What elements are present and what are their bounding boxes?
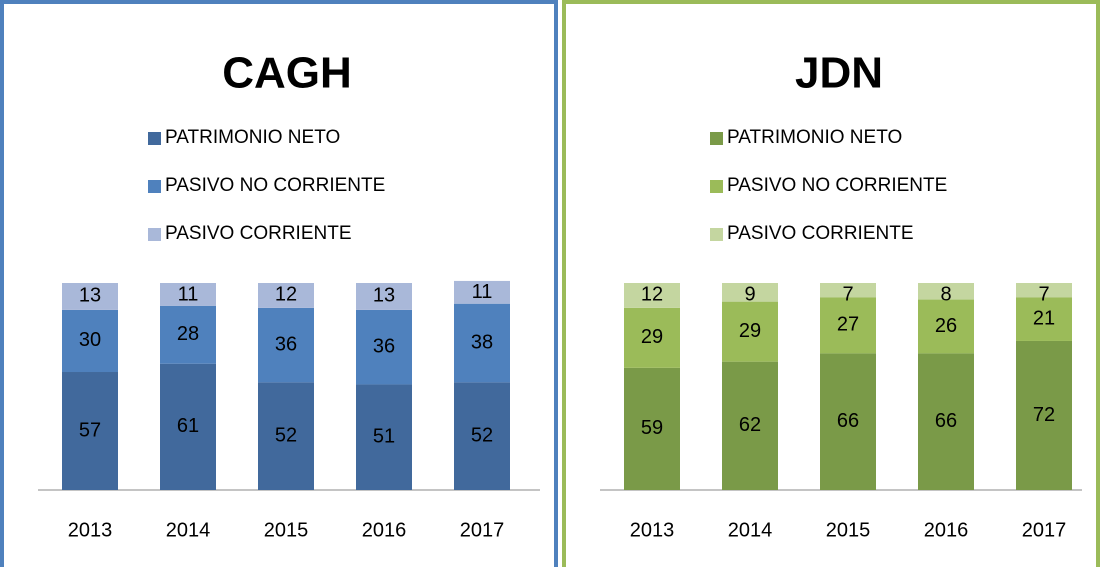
bar-segment	[454, 382, 510, 490]
data-label: 11	[472, 281, 493, 303]
bar-segment	[258, 382, 314, 490]
data-label: 57	[79, 419, 101, 441]
legend-label: PASIVO NO CORRIENTE	[165, 175, 385, 196]
bar-segment	[62, 309, 118, 373]
bar-segment	[160, 283, 216, 306]
x-tick-label: 2015	[264, 519, 309, 541]
legend-swatch	[710, 132, 723, 145]
data-label: 27	[837, 314, 859, 336]
bar-segment	[722, 301, 778, 362]
data-label: 52	[471, 424, 493, 446]
x-tick-label: 2017	[460, 519, 505, 541]
data-label: 36	[275, 333, 297, 355]
x-tick-label: 2017	[1022, 519, 1067, 541]
legend-label: PATRIMONIO NETO	[727, 127, 902, 148]
chart-title: JDN	[795, 49, 883, 98]
data-label: 12	[641, 284, 663, 306]
legend-swatch	[148, 132, 161, 145]
bar-segment	[160, 305, 216, 364]
bar-segment	[356, 309, 412, 385]
data-label: 66	[935, 410, 957, 432]
legend-swatch	[710, 180, 723, 193]
legend-label: PASIVO CORRIENTE	[727, 223, 914, 244]
bar-segment	[62, 283, 118, 310]
bar-segment	[1016, 283, 1072, 298]
bar-segment	[258, 283, 314, 308]
data-label: 11	[178, 283, 199, 305]
data-label: 61	[177, 415, 199, 437]
bar-segment	[722, 361, 778, 490]
legend-label: PASIVO CORRIENTE	[165, 223, 352, 244]
data-label: 12	[275, 284, 297, 306]
bar-segment	[356, 384, 412, 490]
data-label: 7	[842, 283, 853, 305]
bar-segment	[820, 297, 876, 354]
bar-segment	[918, 353, 974, 490]
bar-segment	[820, 283, 876, 298]
x-tick-label: 2013	[630, 519, 675, 541]
chart-title: CAGH	[222, 49, 352, 98]
bar-segment	[258, 307, 314, 383]
bar-segment	[1016, 297, 1072, 341]
bar-segment	[160, 363, 216, 490]
legend-label: PATRIMONIO NETO	[165, 127, 340, 148]
data-label: 51	[373, 425, 395, 447]
bar-segment	[1016, 340, 1072, 490]
data-label: 62	[739, 414, 761, 436]
data-label: 26	[935, 315, 957, 337]
bar-segment	[918, 299, 974, 354]
data-label: 59	[641, 417, 663, 439]
legend-label: PASIVO NO CORRIENTE	[727, 175, 947, 196]
bar-segment	[918, 283, 974, 300]
data-label: 13	[79, 285, 101, 307]
data-label: 30	[79, 329, 101, 351]
legend-swatch	[148, 228, 161, 241]
x-tick-label: 2013	[68, 519, 113, 541]
data-label: 13	[373, 285, 395, 307]
data-label: 72	[1033, 404, 1055, 426]
data-label: 66	[837, 410, 859, 432]
panel-border	[562, 0, 1100, 567]
data-label: 21	[1033, 308, 1055, 330]
bar-segment	[356, 283, 412, 310]
data-label: 28	[177, 323, 199, 345]
legend-swatch	[148, 180, 161, 193]
data-label: 7	[1038, 283, 1049, 305]
data-label: 29	[641, 326, 663, 348]
x-tick-label: 2014	[728, 519, 773, 541]
bar-segment	[820, 353, 876, 490]
bar-segment	[722, 283, 778, 302]
data-label: 36	[373, 335, 395, 357]
bar-segment	[624, 283, 680, 308]
data-label: 8	[940, 283, 951, 305]
x-tick-label: 2016	[924, 519, 969, 541]
bar-segment	[624, 367, 680, 490]
data-label: 52	[275, 424, 297, 446]
bar-segment	[454, 280, 510, 304]
x-tick-label: 2015	[826, 519, 871, 541]
panel-border	[0, 0, 558, 567]
x-tick-label: 2014	[166, 519, 211, 541]
bar-segment	[62, 372, 118, 490]
legend-swatch	[710, 228, 723, 241]
data-label: 9	[744, 283, 755, 305]
x-tick-label: 2016	[362, 519, 407, 541]
data-label: 29	[739, 320, 761, 342]
data-label: 38	[471, 331, 493, 353]
bar-segment	[454, 303, 510, 383]
bar-segment	[624, 307, 680, 368]
